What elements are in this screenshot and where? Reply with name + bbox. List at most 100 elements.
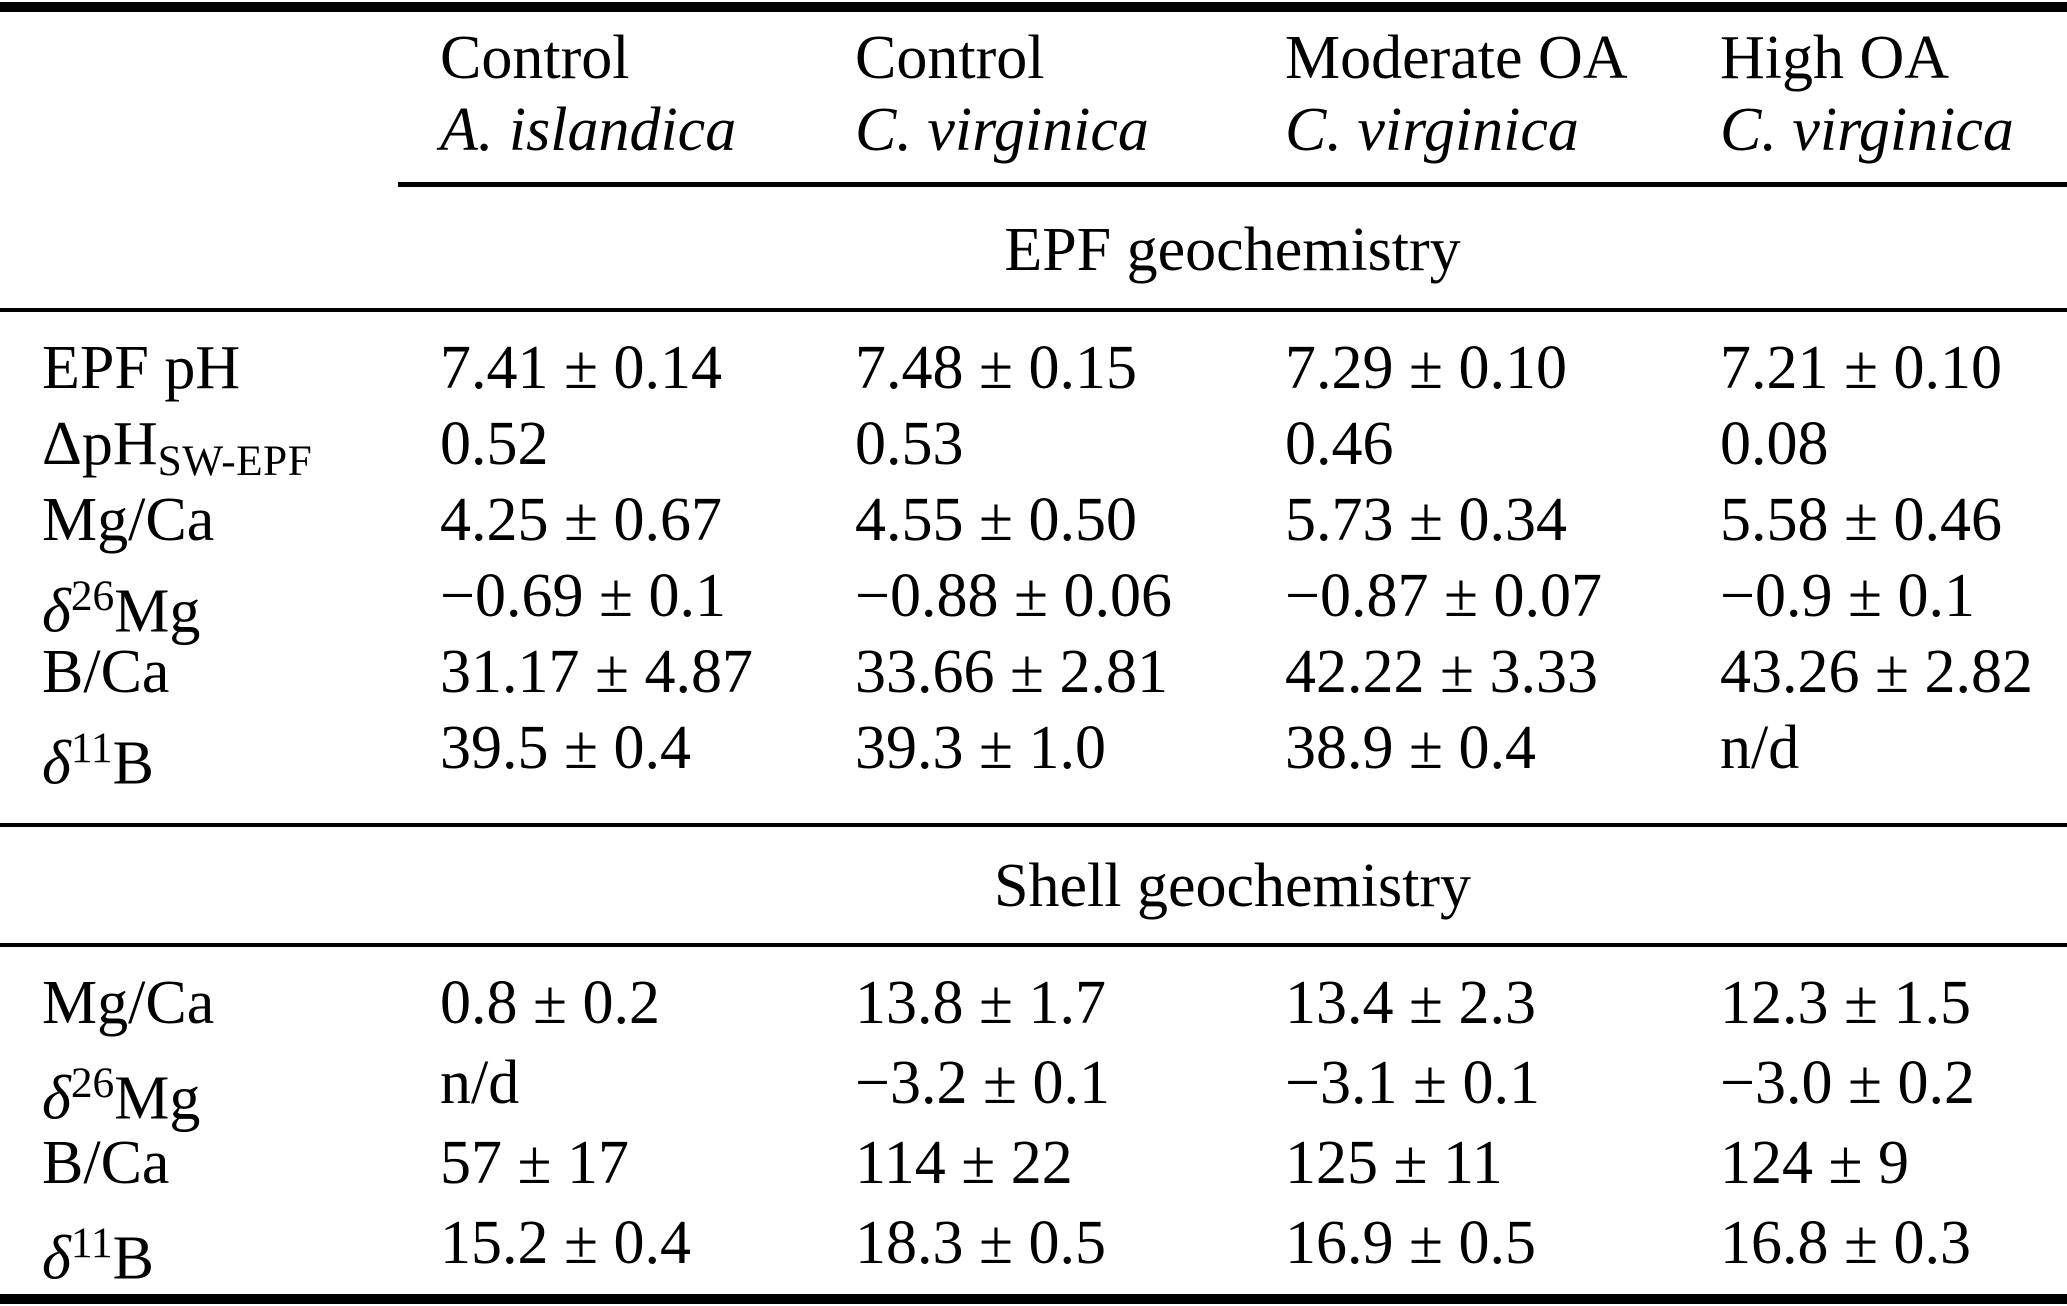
label-segment: B/Ca (42, 638, 170, 706)
value-cell: n/d (440, 1049, 520, 1117)
label-segment: Mg/Ca (42, 486, 215, 554)
value-cell: 7.21 ± 0.10 (1720, 334, 2003, 402)
value-cell: 15.2 ± 0.4 (440, 1209, 692, 1277)
value-cell: −0.9 ± 0.1 (1720, 562, 1975, 630)
label-segment: δ (42, 1064, 71, 1133)
species-label: A. islandica (440, 96, 737, 164)
value-cell: 16.8 ± 0.3 (1720, 1209, 1972, 1277)
species-label: C. virginica (855, 96, 1149, 164)
value-cell: 13.4 ± 2.3 (1285, 969, 1537, 1037)
label-segment: Mg (114, 577, 201, 646)
value-cell: 4.25 ± 0.67 (440, 486, 723, 554)
treatment-label: Moderate OA (1285, 24, 1628, 92)
table-row: Mg/Ca 0.8 ± 0.2 13.8 ± 1.7 13.4 ± 2.3 12.3 ±… (0, 963, 2067, 1043)
value-cell: −0.69 ± 0.1 (440, 562, 726, 630)
value-cell: n/d (1720, 714, 1800, 782)
epf-rows: EPF pH 7.41 ± 0.14 7.48 ± 0.15 7.29 ± 0.10 7… (0, 330, 2067, 798)
label-segment: B (112, 729, 154, 798)
treatment-label: Control (855, 24, 1045, 92)
label-segment: δ (42, 577, 71, 646)
bottom-rule (0, 1294, 2067, 1304)
value-cell: 16.9 ± 0.5 (1285, 1209, 1537, 1277)
value-cell: 124 ± 9 (1720, 1129, 1910, 1197)
value-cell: 42.22 ± 3.33 (1285, 638, 1599, 706)
rule-below-shell-title (0, 943, 2067, 947)
table-row: B/Ca 57 ± 17 114 ± 22 125 ± 11 124 ± 9 (0, 1123, 2067, 1203)
value-cell: −0.88 ± 0.06 (855, 562, 1172, 630)
label-segment: B (112, 1224, 154, 1293)
value-cell: 31.17 ± 4.87 (440, 638, 754, 706)
table-row: B/Ca 31.17 ± 4.87 33.66 ± 2.81 42.22 ± 3.33… (0, 634, 2067, 710)
value-cell: 39.3 ± 1.0 (855, 714, 1107, 782)
value-cell: 0.08 (1720, 410, 1829, 478)
table-row: δ11B 39.5 ± 0.4 39.3 ± 1.0 38.9 ± 0.4 n/d (0, 710, 2067, 798)
label-segment: ΔpH (42, 410, 158, 478)
value-cell: 7.41 ± 0.14 (440, 334, 723, 402)
label-segment: 26 (70, 1059, 115, 1107)
value-cell: −3.0 ± 0.2 (1720, 1049, 1975, 1117)
value-cell: 0.53 (855, 410, 964, 478)
treatment-label: Control (440, 24, 630, 92)
value-cell: 38.9 ± 0.4 (1285, 714, 1537, 782)
row-label: δ26Mg (42, 558, 200, 650)
label-segment: δ (42, 729, 71, 798)
treatment-label: High OA (1720, 24, 1950, 92)
header-underline (398, 182, 2067, 187)
species-label: C. virginica (1720, 96, 2014, 164)
table-row: δ26Mg n/d −3.2 ± 0.1 −3.1 ± 0.1 −3.0 ± 0.2 (0, 1043, 2067, 1133)
value-cell: 0.52 (440, 410, 549, 478)
label-segment: Mg (114, 1064, 201, 1133)
value-cell: 4.55 ± 0.50 (855, 486, 1138, 554)
column-header: High OA C. virginica (1720, 22, 2014, 166)
row-label: δ26Mg (42, 1043, 200, 1139)
label-segment: 26 (70, 572, 115, 620)
value-cell: 39.5 ± 0.4 (440, 714, 692, 782)
value-cell: 13.8 ± 1.7 (855, 969, 1107, 1037)
value-cell: −3.1 ± 0.1 (1285, 1049, 1540, 1117)
table-row: EPF pH 7.41 ± 0.14 7.48 ± 0.15 7.29 ± 0.10 7… (0, 330, 2067, 406)
table-row: Mg/Ca 4.25 ± 0.67 4.55 ± 0.50 5.73 ± 0.34 5.… (0, 482, 2067, 558)
row-label: EPF pH (42, 330, 240, 406)
row-label: B/Ca (42, 1123, 169, 1203)
shell-rows: Mg/Ca 0.8 ± 0.2 13.8 ± 1.7 13.4 ± 2.3 12.3 ±… (0, 963, 2067, 1293)
row-label: Mg/Ca (42, 963, 214, 1043)
value-cell: 57 ± 17 (440, 1129, 630, 1197)
value-cell: 114 ± 22 (855, 1129, 1073, 1197)
label-segment: 11 (70, 724, 113, 772)
rule-below-epf-title (0, 308, 2067, 312)
value-cell: 7.48 ± 0.15 (855, 334, 1138, 402)
row-label: δ11B (42, 710, 154, 802)
rule-above-shell-title (0, 823, 2067, 827)
column-header: Moderate OA C. virginica (1285, 22, 1628, 166)
label-segment: 11 (70, 1219, 113, 1267)
value-cell: 5.58 ± 0.46 (1720, 486, 2003, 554)
table-row: δ26Mg −0.69 ± 0.1 −0.88 ± 0.06 −0.87 ± 0.07… (0, 558, 2067, 646)
table-row: δ11B 15.2 ± 0.4 18.3 ± 0.5 16.9 ± 0.5 16.8 ±… (0, 1203, 2067, 1293)
species-label: C. virginica (1285, 96, 1579, 164)
value-cell: 5.73 ± 0.34 (1285, 486, 1568, 554)
value-cell: 33.66 ± 2.81 (855, 638, 1169, 706)
value-cell: 0.8 ± 0.2 (440, 969, 661, 1037)
section-title-epf: EPF geochemistry (1004, 216, 1461, 284)
label-segment: B/Ca (42, 1129, 170, 1197)
label-segment: δ (42, 1224, 71, 1293)
value-cell: −3.2 ± 0.1 (855, 1049, 1110, 1117)
column-header: Control A. islandica (440, 22, 736, 166)
top-rule (0, 2, 2067, 12)
row-label: Mg/Ca (42, 482, 214, 558)
value-cell: −0.87 ± 0.07 (1285, 562, 1602, 630)
value-cell: 125 ± 11 (1285, 1129, 1503, 1197)
value-cell: 7.29 ± 0.10 (1285, 334, 1568, 402)
label-segment: EPF pH (42, 334, 241, 402)
value-cell: 18.3 ± 0.5 (855, 1209, 1107, 1277)
row-label: B/Ca (42, 634, 169, 710)
row-label: ΔpHSW-EPF (42, 406, 312, 499)
row-label: δ11B (42, 1203, 154, 1299)
label-segment: SW-EPF (157, 436, 313, 485)
section-title-shell: Shell geochemistry (994, 852, 1471, 920)
table-row: ΔpHSW-EPF 0.52 0.53 0.46 0.08 (0, 406, 2067, 485)
label-segment: Mg/Ca (42, 969, 215, 1037)
value-cell: 12.3 ± 1.5 (1720, 969, 1972, 1037)
column-header: Control C. virginica (855, 22, 1149, 166)
